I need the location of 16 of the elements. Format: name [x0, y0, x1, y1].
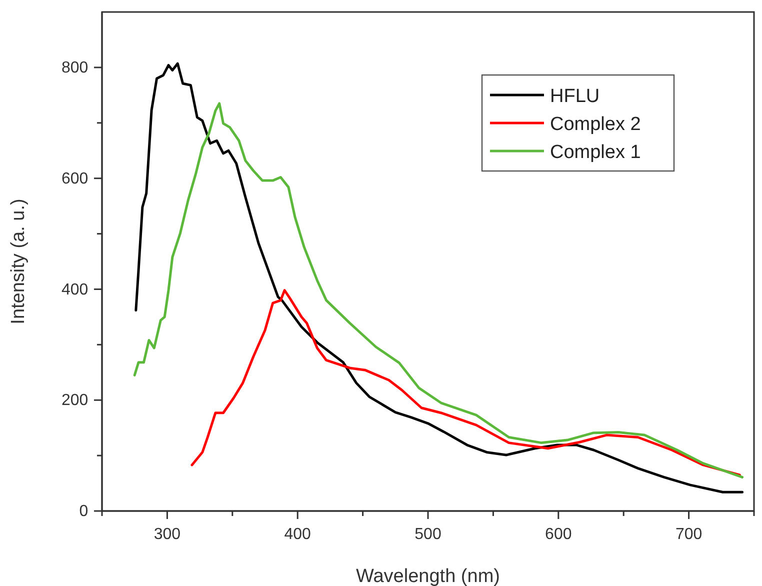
y-tick-label: 400 [61, 281, 88, 298]
y-tick-label: 200 [61, 392, 88, 410]
y-tick-label: 800 [61, 60, 88, 77]
y-axis-title: Intensity (a. u.) [8, 198, 29, 324]
legend-label: Complex 2 [550, 114, 641, 135]
x-tick-label: 300 [154, 526, 181, 544]
x-tick-label: 600 [545, 526, 572, 544]
y-tick-label: 600 [61, 170, 88, 188]
x-tick-label: 400 [284, 526, 312, 544]
line-series [190, 289, 741, 476]
legend-label: HFLU [550, 86, 600, 107]
legend-label: Complex 1 [550, 142, 641, 163]
x-tick-label: 700 [675, 526, 702, 544]
x-axis-title: Wavelength (nm) [356, 566, 500, 586]
x-tick-label: 500 [414, 526, 442, 544]
y-tick-label: 0 [79, 503, 88, 520]
